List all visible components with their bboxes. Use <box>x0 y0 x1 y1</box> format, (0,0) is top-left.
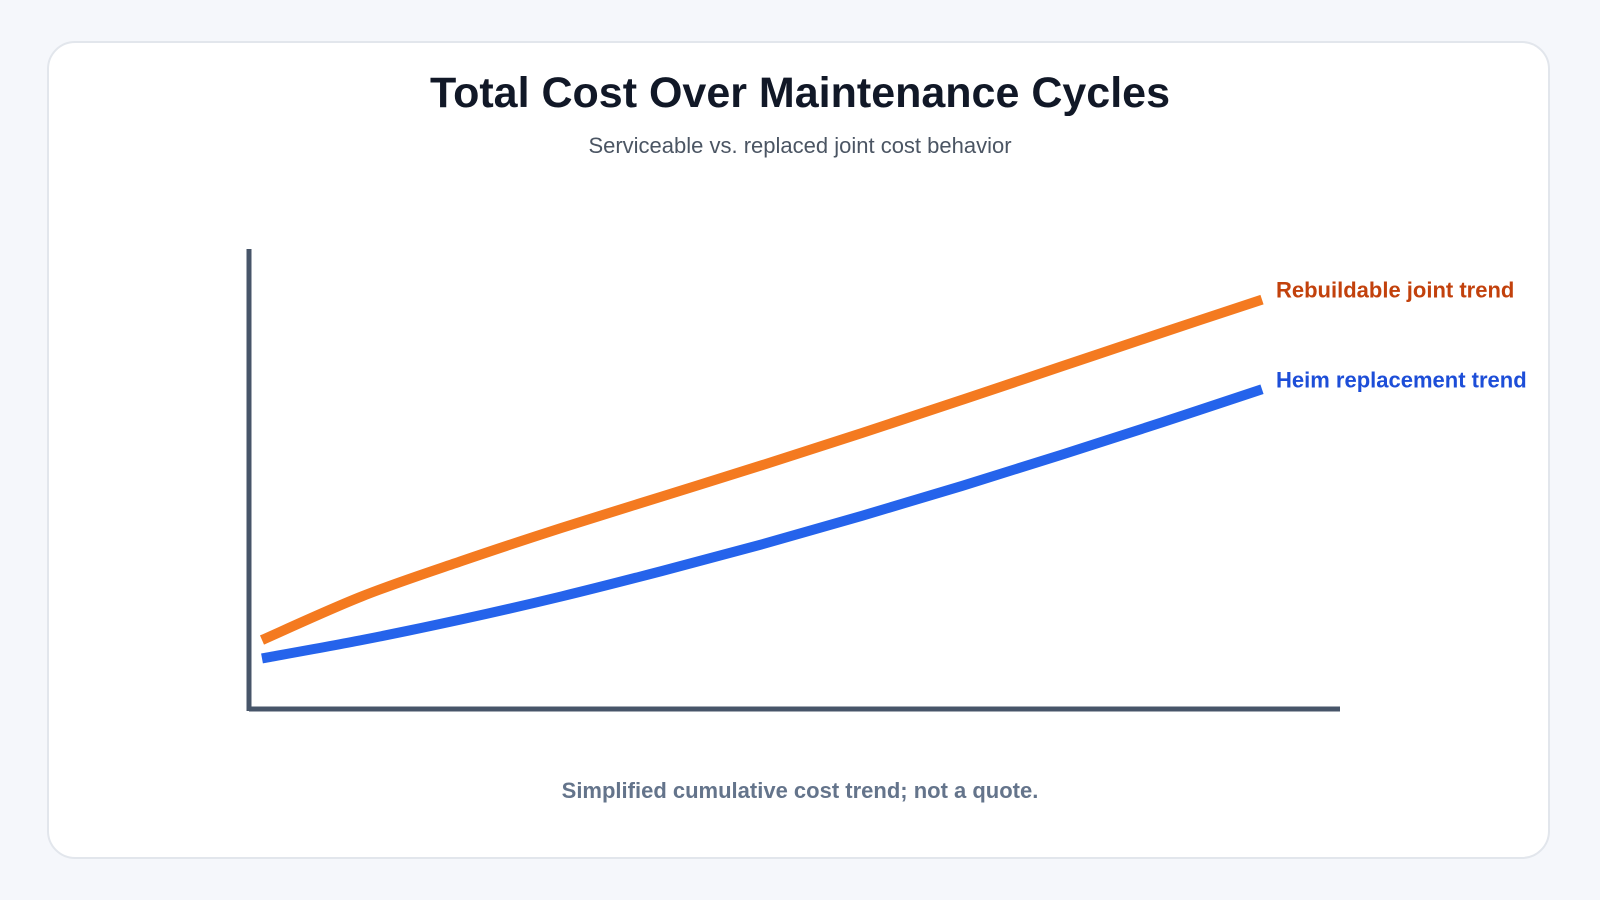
chart-subtitle: Serviceable vs. replaced joint cost beha… <box>588 133 1012 158</box>
series-label-1: Heim replacement trend <box>1276 367 1527 392</box>
series-layer: Rebuildable joint trend Heim replacement … <box>259 278 1527 664</box>
chart-title: Total Cost Over Maintenance Cycles <box>430 69 1170 117</box>
series-label-0: Rebuildable joint trend <box>1276 278 1514 303</box>
chart-footnote: Simplified cumulative cost trend; not a … <box>561 778 1039 803</box>
series-line-0 <box>259 294 1264 645</box>
series-line-1 <box>261 384 1264 664</box>
